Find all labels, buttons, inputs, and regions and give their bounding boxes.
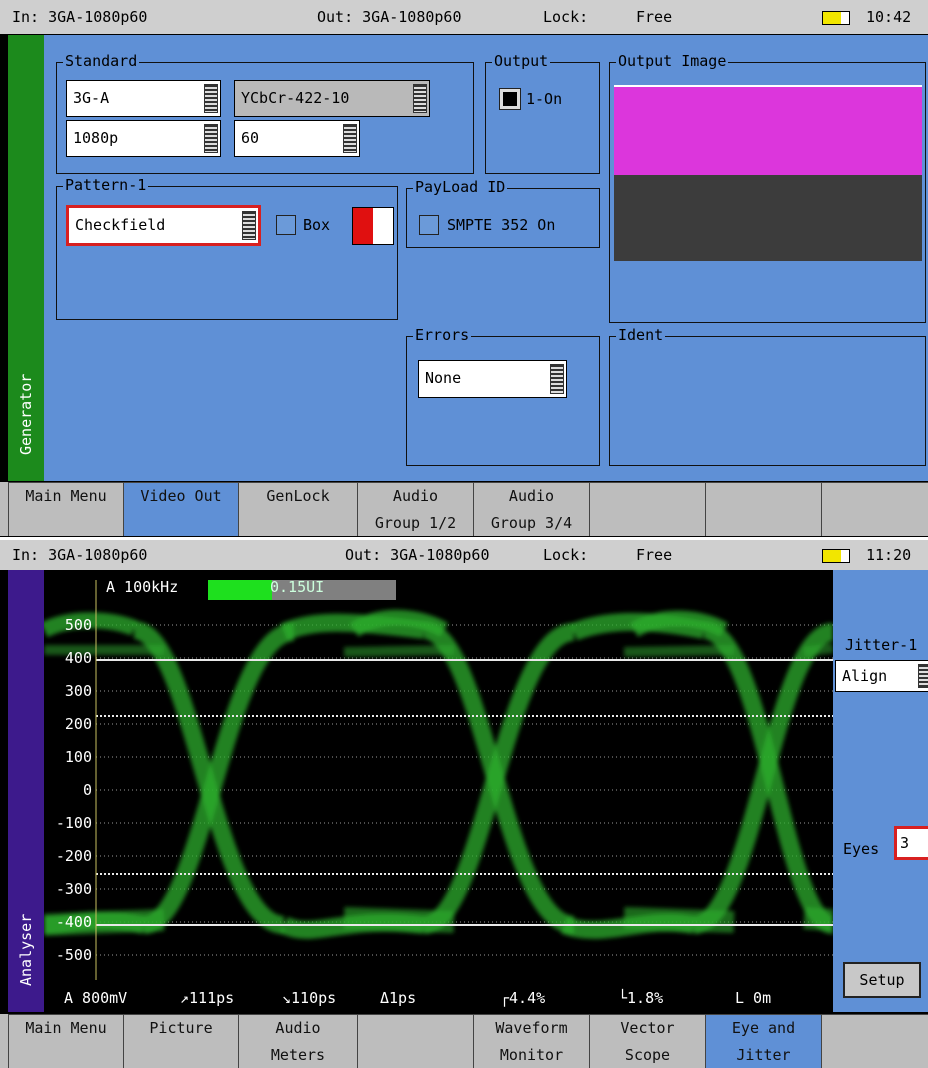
y-tick-label: -400	[56, 913, 92, 931]
tab-empty[interactable]	[821, 1014, 928, 1068]
standard-group: Standard 3G-A YCbCr-422-10 1080p 60	[56, 62, 474, 174]
box-label: Box	[303, 216, 330, 234]
battery-icon	[822, 549, 850, 563]
readout: A 800mV	[64, 989, 127, 1007]
jitter-bar	[208, 580, 272, 600]
output-group: Output 1-On	[485, 62, 600, 174]
tab-empty[interactable]	[589, 482, 705, 536]
lock-state: Free	[636, 8, 672, 26]
tab[interactable]: Picture	[123, 1014, 238, 1068]
tab[interactable]: Main Menu	[8, 482, 123, 536]
scan-dropdown[interactable]: 1080p	[66, 120, 221, 157]
tab-empty[interactable]	[821, 482, 928, 536]
group-title: Output Image	[616, 52, 728, 70]
tab[interactable]: Audio Group 1/2	[357, 482, 473, 536]
group-title: Standard	[63, 52, 139, 70]
analyser-screen: In: 3GA-1080p60 Out: 3GA-1080p60 Lock: F…	[0, 540, 928, 1068]
jitter-value: 0.15UI	[270, 578, 324, 596]
clock: 10:42	[866, 8, 911, 26]
page: {"generator": { "status": {"input": "In:…	[0, 0, 928, 1068]
tab[interactable]: GenLock	[238, 482, 357, 536]
y-tick-label: 500	[65, 616, 92, 634]
input-status: In: 3GA-1080p60	[12, 8, 147, 26]
readout: ↗111ps	[180, 989, 234, 1007]
y-tick-label: 200	[65, 715, 92, 733]
readout: Δ1ps	[380, 989, 416, 1007]
tab-empty[interactable]	[357, 1014, 473, 1068]
y-tick-label: -200	[56, 847, 92, 865]
payload-checkbox[interactable]	[419, 215, 439, 235]
image-preview-top	[614, 85, 922, 175]
tab-selected[interactable]: Eye and Jitter	[705, 1014, 821, 1068]
mode-dropdown[interactable]: Align	[835, 660, 928, 692]
readout: ┌4.4%	[500, 989, 545, 1007]
readout: L 0m	[735, 989, 771, 1007]
eyes-label: Eyes	[843, 840, 879, 858]
payload-toggle: SMPTE 352 On	[447, 216, 555, 234]
output-image-group: Output Image	[609, 62, 926, 323]
y-tick-label: 300	[65, 682, 92, 700]
y-tick-label: 400	[65, 649, 92, 667]
eyes-input[interactable]: 3	[894, 826, 928, 860]
readout: └1.8%	[618, 988, 663, 1007]
errors-group: Errors None	[406, 336, 600, 466]
tab[interactable]: Audio Group 3/4	[473, 482, 589, 536]
side-label: Analyser	[17, 914, 35, 986]
payload-group: PayLoad ID SMPTE 352 On	[406, 188, 600, 248]
side-tab: Generator	[8, 35, 44, 481]
box-checkbox[interactable]	[276, 215, 296, 235]
y-tick-label: 100	[65, 748, 92, 766]
tab-selected[interactable]: Video Out	[123, 482, 238, 536]
y-tick-label: -500	[56, 946, 92, 964]
group-title: PayLoad ID	[413, 178, 507, 196]
lock-state: Free	[636, 546, 672, 564]
y-tick-label: -100	[56, 814, 92, 832]
eye-plot: 500 400 300 200 100 0 -100 -200 -300 -400 -500 A 1…	[44, 570, 833, 1012]
color-selector[interactable]	[352, 207, 394, 245]
tab[interactable]: Audio Meters	[238, 1014, 357, 1068]
side-panel: Jitter-1 Align Eyes 3 Setup	[833, 570, 928, 1012]
clock: 11:20	[866, 546, 911, 564]
status-bar: In: 3GA-1080p60 Out: 3GA-1080p60 Lock: F…	[0, 540, 928, 570]
pattern-dropdown[interactable]: Checkfield	[66, 205, 261, 246]
tab-empty[interactable]	[705, 482, 821, 536]
sampling-dropdown[interactable]: YCbCr-422-10	[234, 80, 430, 117]
tab-bar: Main Menu Video Out GenLock Audio Group …	[0, 482, 928, 536]
format-dropdown[interactable]: 3G-A	[66, 80, 221, 117]
tab[interactable]: Vector Scope	[589, 1014, 705, 1068]
group-title: Output	[492, 52, 550, 70]
output-status: Out: 3GA-1080p60	[317, 8, 462, 26]
errors-dropdown[interactable]: None	[418, 360, 567, 398]
group-title: Pattern-1	[63, 176, 148, 194]
group-title: Errors	[413, 326, 471, 344]
side-tab: Analyser	[8, 570, 44, 1012]
output-toggle: 1-On	[526, 90, 562, 108]
status-bar: In: 3GA-1080p60 Out: 3GA-1080p60 Lock: F…	[0, 0, 928, 34]
battery-icon	[822, 11, 850, 25]
generator-screen: In: 3GA-1080p60 Out: 3GA-1080p60 Lock: F…	[0, 0, 928, 537]
tab-bar: Main Menu Picture Audio Meters Waveform …	[0, 1014, 928, 1068]
side-label: Generator	[17, 374, 35, 455]
generator-panel: Standard 3G-A YCbCr-422-10 1080p 60 Outp…	[44, 35, 928, 481]
lock-label: Lock:	[543, 8, 588, 26]
setup-button[interactable]: Setup	[843, 962, 921, 998]
pattern-group: Pattern-1 Checkfield Box	[56, 186, 398, 320]
rate-dropdown[interactable]: 60	[234, 120, 360, 157]
group-title: Ident	[616, 326, 665, 344]
readout: ↘110ps	[282, 989, 336, 1007]
tab[interactable]: Main Menu	[8, 1014, 123, 1068]
lock-label: Lock:	[543, 546, 588, 564]
tab[interactable]: Waveform Monitor	[473, 1014, 589, 1068]
output-checkbox[interactable]	[500, 89, 520, 109]
image-preview-bottom	[614, 175, 922, 261]
jitter-group-title: Jitter-1	[845, 636, 917, 654]
filter-label: A 100kHz	[106, 578, 178, 596]
y-tick-label: 0	[83, 781, 92, 799]
output-status: Out: 3GA-1080p60	[345, 546, 490, 564]
input-status: In: 3GA-1080p60	[12, 546, 147, 564]
ident-group: Ident	[609, 336, 926, 466]
y-tick-label: -300	[56, 880, 92, 898]
